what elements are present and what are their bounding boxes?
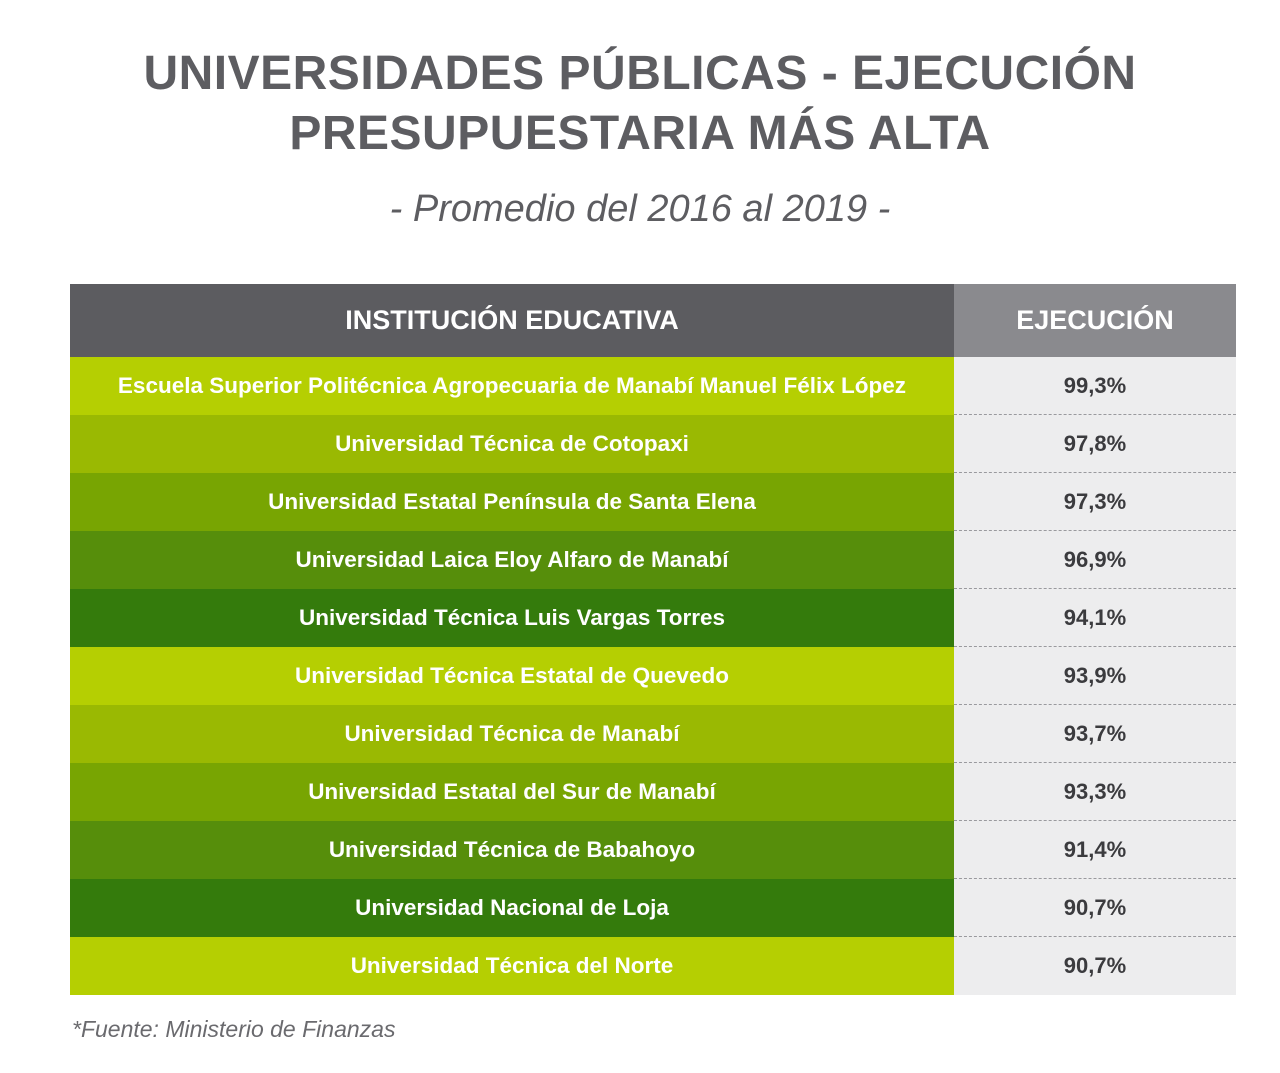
title-line-2: PRESUPUESTARIA MÁS ALTA	[289, 107, 991, 160]
table-row: Universidad Técnica Luis Vargas Torres 94…	[70, 589, 1236, 647]
institution-cell: Universidad Técnica del Norte	[70, 937, 954, 995]
execution-table: INSTITUCIÓN EDUCATIVA EJECUCIÓN Escuela …	[70, 284, 1236, 995]
table-row: Universidad Técnica de Cotopaxi 97,8%	[70, 415, 1236, 473]
execution-cell: 99,3%	[954, 357, 1236, 415]
institution-cell: Universidad Estatal del Sur de Manabí	[70, 763, 954, 821]
execution-cell: 90,7%	[954, 879, 1236, 937]
table-body: Escuela Superior Politécnica Agropecuari…	[70, 357, 1236, 995]
title-line-1: UNIVERSIDADES PÚBLICAS - EJECUCIÓN	[143, 47, 1137, 100]
table-row: Universidad Estatal del Sur de Manabí 93,…	[70, 763, 1236, 821]
execution-cell: 96,9%	[954, 531, 1236, 589]
table-row: Escuela Superior Politécnica Agropecuari…	[70, 357, 1236, 415]
execution-cell: 90,7%	[954, 937, 1236, 995]
table-row: Universidad Estatal Península de Santa E…	[70, 473, 1236, 531]
execution-cell: 97,3%	[954, 473, 1236, 531]
table-row: Universidad Técnica de Manabí 93,7%	[70, 705, 1236, 763]
table-row: Universidad Técnica del Norte 90,7%	[70, 937, 1236, 995]
chart-title: UNIVERSIDADES PÚBLICAS - EJECUCIÓN PRESU…	[0, 44, 1280, 164]
table-header: INSTITUCIÓN EDUCATIVA EJECUCIÓN	[70, 284, 1236, 357]
execution-cell: 93,7%	[954, 705, 1236, 763]
execution-cell: 93,9%	[954, 647, 1236, 705]
table-row: Universidad Nacional de Loja 90,7%	[70, 879, 1236, 937]
institution-cell: Universidad Laica Eloy Alfaro de Manabí	[70, 531, 954, 589]
institution-cell: Universidad Técnica de Cotopaxi	[70, 415, 954, 473]
institution-cell: Universidad Técnica de Manabí	[70, 705, 954, 763]
table-row: Universidad Laica Eloy Alfaro de Manabí 9…	[70, 531, 1236, 589]
table-row: Universidad Técnica Estatal de Quevedo 93…	[70, 647, 1236, 705]
header-execution: EJECUCIÓN	[954, 284, 1236, 357]
execution-cell: 91,4%	[954, 821, 1236, 879]
institution-cell: Universidad Nacional de Loja	[70, 879, 954, 937]
execution-cell: 97,8%	[954, 415, 1236, 473]
institution-cell: Escuela Superior Politécnica Agropecuari…	[70, 357, 954, 415]
institution-cell: Universidad Técnica Estatal de Quevedo	[70, 647, 954, 705]
table-row: Universidad Técnica de Babahoyo 91,4%	[70, 821, 1236, 879]
execution-cell: 93,3%	[954, 763, 1236, 821]
institution-cell: Universidad Estatal Península de Santa E…	[70, 473, 954, 531]
execution-cell: 94,1%	[954, 589, 1236, 647]
institution-cell: Universidad Técnica Luis Vargas Torres	[70, 589, 954, 647]
header-institution: INSTITUCIÓN EDUCATIVA	[70, 284, 954, 357]
chart-subtitle: - Promedio del 2016 al 2019 -	[389, 188, 891, 230]
institution-cell: Universidad Técnica de Babahoyo	[70, 821, 954, 879]
source-note: *Fuente: Ministerio de Finanzas	[72, 1016, 396, 1042]
